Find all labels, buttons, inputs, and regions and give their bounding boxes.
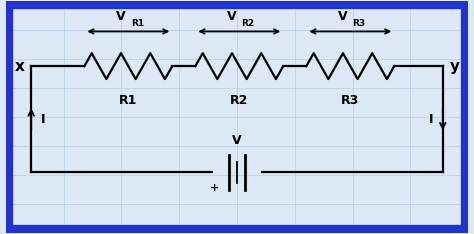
Text: +: + [210, 183, 219, 193]
Text: R1: R1 [131, 19, 144, 28]
Text: x: x [14, 59, 24, 74]
Text: R2: R2 [242, 19, 255, 28]
Text: R3: R3 [353, 19, 366, 28]
Text: V: V [228, 10, 237, 23]
Text: I: I [40, 113, 45, 126]
Text: R3: R3 [341, 94, 359, 107]
Text: R1: R1 [119, 94, 137, 107]
Text: y: y [450, 59, 460, 74]
Text: V: V [117, 10, 126, 23]
Text: V: V [232, 134, 242, 146]
Text: I: I [429, 113, 434, 126]
Text: R2: R2 [230, 94, 248, 107]
Text: V: V [338, 10, 348, 23]
